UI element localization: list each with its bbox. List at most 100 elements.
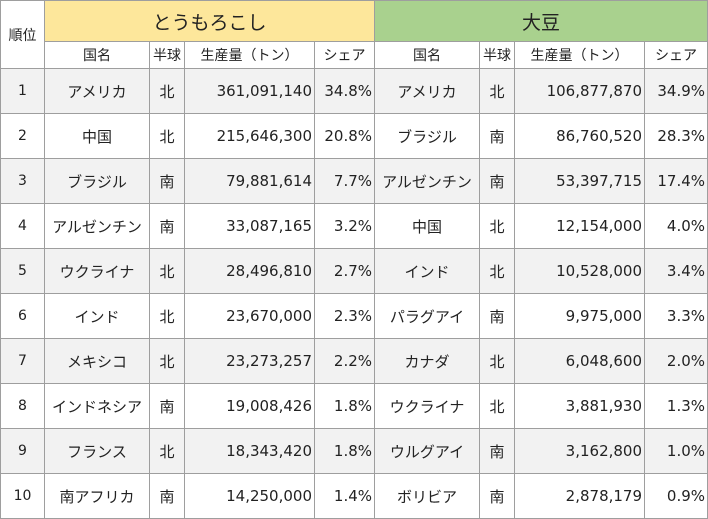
soy-hemisphere-cell: 南: [479, 113, 516, 159]
soy-hemisphere-header: 半球: [479, 41, 516, 69]
soy-share-cell: 34.9%: [644, 68, 708, 114]
rank-header: 順位: [0, 0, 45, 69]
soy-production-cell: 10,528,000: [514, 248, 646, 294]
corn-hemisphere-cell: 北: [149, 428, 185, 474]
soy-country-header: 国名: [374, 41, 481, 69]
corn-production-cell: 14,250,000: [184, 473, 315, 519]
corn-production-cell: 28,496,810: [184, 248, 315, 294]
corn-hemisphere-cell: 南: [149, 158, 185, 204]
soy-country-cell: インド: [374, 248, 481, 294]
rank-cell: 6: [0, 293, 45, 339]
soy-hemisphere-cell: 南: [479, 158, 516, 204]
rank-cell: 2: [0, 113, 45, 159]
table-row: 6 インド 北 23,670,000 2.3% パラグアイ 南 9,975,00…: [0, 293, 708, 339]
corn-share-cell: 1.4%: [313, 473, 376, 519]
corn-production-cell: 33,087,165: [184, 203, 315, 249]
corn-share-cell: 7.7%: [313, 158, 376, 204]
corn-share-cell: 2.2%: [313, 338, 376, 384]
corn-country-cell: アメリカ: [44, 68, 150, 114]
corn-country-cell: ブラジル: [44, 158, 150, 204]
soy-production-cell: 9,975,000: [514, 293, 646, 339]
soy-share-header: シェア: [644, 41, 708, 69]
corn-production-cell: 18,343,420: [184, 428, 315, 474]
soy-production-cell: 12,154,000: [514, 203, 646, 249]
corn-share-cell: 1.8%: [313, 383, 376, 429]
rank-cell: 10: [0, 473, 45, 519]
soy-production-cell: 86,760,520: [514, 113, 646, 159]
soy-country-cell: ブラジル: [374, 113, 481, 159]
table-row: 1 アメリカ 北 361,091,140 34.8% アメリカ 北 106,87…: [0, 68, 708, 114]
rank-cell: 1: [0, 68, 45, 114]
rank-cell: 8: [0, 383, 45, 429]
corn-production-cell: 79,881,614: [184, 158, 315, 204]
corn-hemisphere-cell: 北: [149, 113, 185, 159]
soy-production-cell: 3,881,930: [514, 383, 646, 429]
soy-share-cell: 1.3%: [644, 383, 708, 429]
corn-share-cell: 3.2%: [313, 203, 376, 249]
soy-hemisphere-cell: 北: [479, 383, 516, 429]
rank-cell: 4: [0, 203, 45, 249]
table-row: 7 メキシコ 北 23,273,257 2.2% カナダ 北 6,048,600…: [0, 338, 708, 384]
corn-hemisphere-cell: 北: [149, 293, 185, 339]
table-row: 4 アルゼンチン 南 33,087,165 3.2% 中国 北 12,154,0…: [0, 203, 708, 249]
soy-hemisphere-cell: 南: [479, 473, 516, 519]
corn-country-cell: インド: [44, 293, 150, 339]
soy-country-cell: ボリビア: [374, 473, 481, 519]
corn-production-cell: 19,008,426: [184, 383, 315, 429]
soy-production-cell: 6,048,600: [514, 338, 646, 384]
soy-country-cell: ウクライナ: [374, 383, 481, 429]
table-row: 2 中国 北 215,646,300 20.8% ブラジル 南 86,760,5…: [0, 113, 708, 159]
group-header-row: 順位 とうもろこし 大豆: [0, 0, 708, 69]
corn-production-cell: 215,646,300: [184, 113, 315, 159]
soy-country-cell: アメリカ: [374, 68, 481, 114]
soy-share-cell: 1.0%: [644, 428, 708, 474]
soy-country-cell: アルゼンチン: [374, 158, 481, 204]
table-row: 9 フランス 北 18,343,420 1.8% ウルグアイ 南 3,162,8…: [0, 428, 708, 474]
corn-hemisphere-cell: 南: [149, 473, 185, 519]
corn-share-cell: 2.3%: [313, 293, 376, 339]
soy-share-cell: 28.3%: [644, 113, 708, 159]
corn-production-cell: 23,273,257: [184, 338, 315, 384]
soy-production-header: 生産量（トン）: [514, 41, 646, 69]
soy-hemisphere-cell: 北: [479, 248, 516, 294]
soy-hemisphere-cell: 南: [479, 293, 516, 339]
corn-share-header: シェア: [313, 41, 376, 69]
soy-hemisphere-cell: 北: [479, 203, 516, 249]
table-row: 5 ウクライナ 北 28,496,810 2.7% インド 北 10,528,0…: [0, 248, 708, 294]
corn-country-cell: インドネシア: [44, 383, 150, 429]
soy-share-cell: 0.9%: [644, 473, 708, 519]
soy-group-header: 大豆: [374, 0, 708, 42]
soy-country-cell: パラグアイ: [374, 293, 481, 339]
table-row: 10 南アフリカ 南 14,250,000 1.4% ボリビア 南 2,878,…: [0, 473, 708, 519]
rank-cell: 5: [0, 248, 45, 294]
corn-share-cell: 20.8%: [313, 113, 376, 159]
soy-production-cell: 2,878,179: [514, 473, 646, 519]
corn-production-header: 生産量（トン）: [184, 41, 315, 69]
table-row: 8 インドネシア 南 19,008,426 1.8% ウクライナ 北 3,881…: [0, 383, 708, 429]
soy-share-cell: 17.4%: [644, 158, 708, 204]
soy-hemisphere-cell: 北: [479, 68, 516, 114]
corn-production-cell: 361,091,140: [184, 68, 315, 114]
rank-cell: 9: [0, 428, 45, 474]
corn-hemisphere-cell: 北: [149, 248, 185, 294]
rank-cell: 3: [0, 158, 45, 204]
corn-country-header: 国名: [44, 41, 150, 69]
soy-production-cell: 3,162,800: [514, 428, 646, 474]
soy-share-cell: 4.0%: [644, 203, 708, 249]
rank-cell: 7: [0, 338, 45, 384]
soy-country-cell: カナダ: [374, 338, 481, 384]
corn-share-cell: 2.7%: [313, 248, 376, 294]
corn-hemisphere-cell: 北: [149, 68, 185, 114]
soy-hemisphere-cell: 南: [479, 428, 516, 474]
corn-country-cell: フランス: [44, 428, 150, 474]
soy-production-cell: 53,397,715: [514, 158, 646, 204]
soy-share-cell: 3.4%: [644, 248, 708, 294]
soy-share-cell: 3.3%: [644, 293, 708, 339]
corn-country-cell: アルゼンチン: [44, 203, 150, 249]
corn-country-cell: 南アフリカ: [44, 473, 150, 519]
corn-country-cell: 中国: [44, 113, 150, 159]
corn-hemisphere-cell: 北: [149, 338, 185, 384]
corn-share-cell: 34.8%: [313, 68, 376, 114]
corn-hemisphere-cell: 南: [149, 203, 185, 249]
